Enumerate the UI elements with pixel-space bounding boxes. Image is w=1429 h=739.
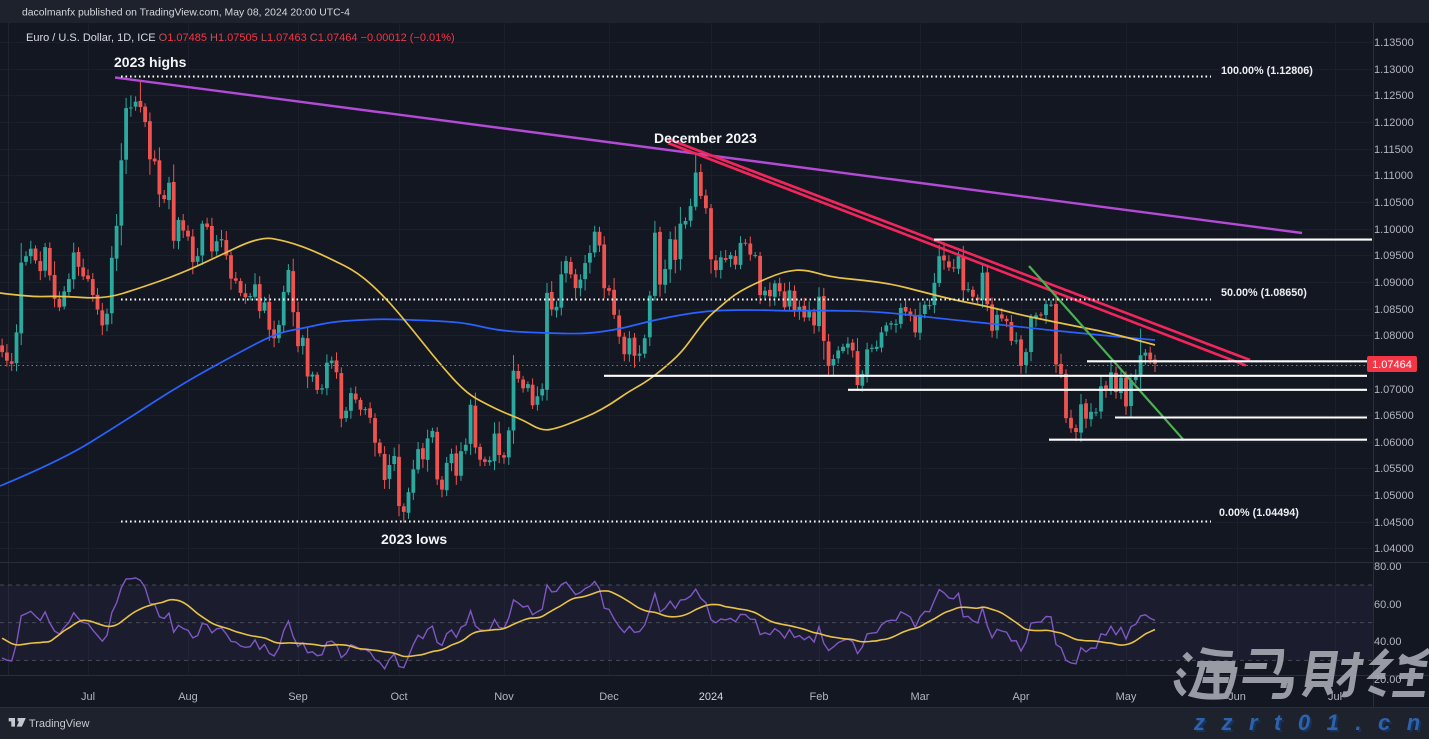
svg-text:zzrt01.cn: zzrt01.cn <box>1193 710 1429 735</box>
svg-text:1.10500: 1.10500 <box>1374 197 1414 209</box>
svg-text:2023 highs: 2023 highs <box>114 54 187 70</box>
svg-text:1.07000: 1.07000 <box>1374 384 1414 396</box>
svg-text:Euro / U.S. Dollar, 1D, ICE O: Euro / U.S. Dollar, 1D, ICE O1.07485 H1.… <box>26 32 455 44</box>
svg-text:100.00% (1.12806): 100.00% (1.12806) <box>1221 65 1313 77</box>
svg-text:2023 lows: 2023 lows <box>381 531 447 547</box>
svg-text:1.11000: 1.11000 <box>1374 170 1413 182</box>
svg-text:1.04500: 1.04500 <box>1374 517 1414 529</box>
svg-text:1.11500: 1.11500 <box>1374 144 1413 156</box>
svg-text:1.07464: 1.07464 <box>1372 359 1412 371</box>
svg-text:Jul: Jul <box>1328 691 1342 703</box>
svg-text:1.04000: 1.04000 <box>1374 543 1414 555</box>
svg-text:1.09000: 1.09000 <box>1374 277 1414 289</box>
svg-text:Dec: Dec <box>599 691 619 703</box>
svg-text:60.00: 60.00 <box>1374 599 1402 611</box>
svg-text:Feb: Feb <box>810 691 829 703</box>
svg-text:Oct: Oct <box>390 691 407 703</box>
svg-text:Mar: Mar <box>911 691 930 703</box>
svg-text:1.06500: 1.06500 <box>1374 410 1414 422</box>
svg-text:1.08000: 1.08000 <box>1374 330 1414 342</box>
svg-text:80.00: 80.00 <box>1374 561 1402 573</box>
svg-text:1.08500: 1.08500 <box>1374 304 1414 316</box>
svg-text:50.00% (1.08650): 50.00% (1.08650) <box>1221 287 1307 299</box>
svg-text:1.05000: 1.05000 <box>1374 490 1414 502</box>
svg-text:0.00% (1.04494): 0.00% (1.04494) <box>1219 507 1299 519</box>
svg-text:1.10000: 1.10000 <box>1374 224 1414 236</box>
svg-text:May: May <box>1116 691 1137 703</box>
svg-text:1.06000: 1.06000 <box>1374 437 1414 449</box>
svg-text:Jun: Jun <box>1228 691 1246 703</box>
svg-text:dacolmanfx published on Tradin: dacolmanfx published on TradingView.com,… <box>22 8 350 19</box>
svg-text:Sep: Sep <box>288 691 308 703</box>
svg-text:1.12000: 1.12000 <box>1374 117 1414 129</box>
svg-text:December 2023: December 2023 <box>654 130 757 146</box>
svg-text:1.12500: 1.12500 <box>1374 90 1414 102</box>
svg-text:1.05500: 1.05500 <box>1374 463 1414 475</box>
svg-text:Nov: Nov <box>494 691 514 703</box>
svg-text:1.13000: 1.13000 <box>1374 64 1414 76</box>
svg-text:TradingView: TradingView <box>29 718 90 730</box>
svg-text:40.00: 40.00 <box>1374 636 1402 648</box>
svg-text:1.13500: 1.13500 <box>1374 37 1414 49</box>
svg-text:2024: 2024 <box>699 691 723 703</box>
svg-text:Aug: Aug <box>178 691 198 703</box>
svg-text:1.09500: 1.09500 <box>1374 250 1414 262</box>
svg-text:Jul: Jul <box>81 691 95 703</box>
svg-text:Apr: Apr <box>1012 691 1029 703</box>
